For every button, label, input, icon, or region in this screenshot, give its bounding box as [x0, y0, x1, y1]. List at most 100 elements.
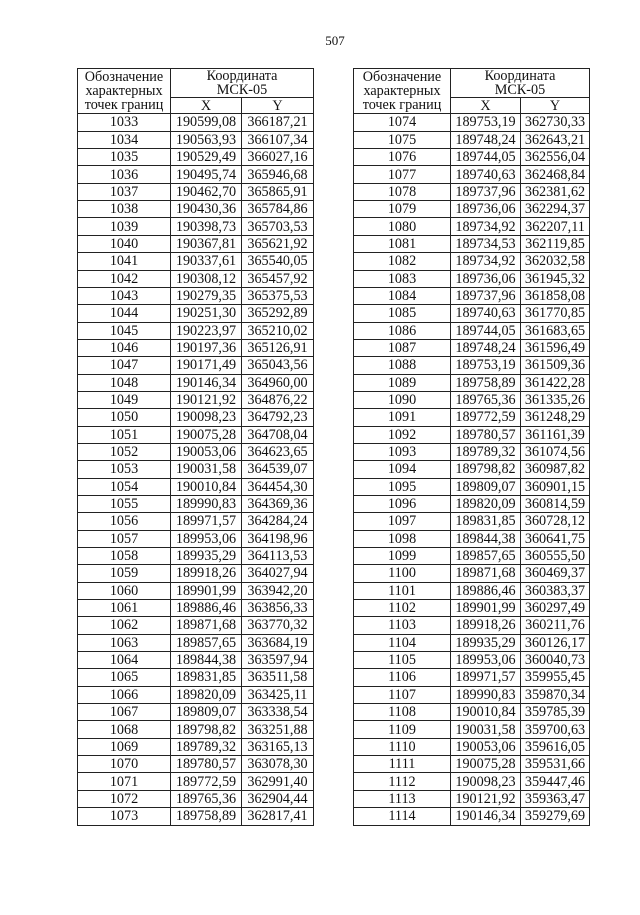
point-id-cell: 1042	[77, 269, 171, 288]
table-row: 1080 189734,92 362207,11	[353, 217, 590, 236]
x-coordinate-cell: 190146,34	[170, 373, 242, 392]
point-id-cell: 1095	[353, 477, 451, 496]
table-row: 1055 189990,83 364369,36	[77, 494, 314, 514]
x-coordinate-cell: 190031,58	[170, 460, 242, 479]
y-coordinate-cell: 365375,53	[241, 286, 314, 306]
y-coordinate-cell: 360297,49	[520, 599, 590, 618]
table-row: 1093 189789,32 361074,56	[353, 442, 590, 462]
table-row: 1062 189871,68 363770,32	[77, 616, 314, 635]
y-coordinate-cell: 361770,85	[520, 304, 590, 323]
point-id-cell: 1094	[353, 460, 451, 479]
point-id-cell: 1054	[77, 477, 171, 496]
table-row: 1085 189740,63 361770,85	[353, 304, 590, 323]
x-coordinate-cell: 189831,85	[170, 668, 242, 687]
table-row: 1088 189753,19 361509,36	[353, 356, 590, 375]
y-coordinate-cell: 365703,53	[241, 217, 314, 236]
y-coordinate-cell: 365540,05	[241, 252, 314, 271]
point-id-cell: 1077	[353, 165, 451, 184]
x-coordinate-cell: 189753,19	[450, 113, 521, 132]
y-coordinate-cell: 365946,68	[241, 165, 314, 184]
y-coordinate-cell: 360126,17	[520, 633, 590, 653]
point-id-cell: 1097	[353, 512, 451, 531]
x-coordinate-cell: 189918,26	[450, 616, 521, 635]
x-coordinate-cell: 189772,59	[170, 772, 242, 791]
point-id-cell: 1102	[353, 599, 451, 618]
x-coordinate-cell: 189748,24	[450, 130, 521, 150]
x-coordinate-cell: 190251,30	[170, 304, 242, 323]
table-row: 1106 189971,57 359955,45	[353, 668, 590, 687]
y-coordinate-cell: 364539,07	[241, 460, 314, 479]
x-coordinate-cell: 190599,08	[170, 113, 242, 132]
coordinates-table-left: Обозначение характерных точек границ Коо…	[77, 67, 314, 826]
table-row: 1092 189780,57 361161,39	[353, 425, 590, 444]
point-id-cell: 1074	[353, 113, 451, 132]
table-row: 1056 189971,57 364284,24	[77, 512, 314, 531]
table-row: 1071 189772,59 362991,40	[77, 772, 314, 791]
table-row: 1049 190121,92 364876,22	[77, 390, 314, 410]
point-id-cell: 1073	[77, 807, 171, 826]
point-id-cell: 1056	[77, 512, 171, 531]
x-coordinate-cell: 189734,53	[450, 234, 521, 254]
point-id-cell: 1099	[353, 546, 451, 566]
table-row: 1076 189744,05 362556,04	[353, 148, 590, 167]
y-coordinate-cell: 362032,58	[520, 252, 590, 271]
point-id-cell: 1040	[77, 234, 171, 254]
y-coordinate-cell: 359616,05	[520, 737, 590, 757]
y-coordinate-cell: 359447,46	[520, 772, 590, 791]
table-row: 1068 189798,82 363251,88	[77, 720, 314, 739]
x-coordinate-cell: 189809,07	[450, 477, 521, 496]
header-line: Координата	[484, 68, 556, 84]
point-id-cell: 1070	[77, 755, 171, 774]
point-id-cell: 1045	[77, 321, 171, 340]
table-row: 1057 189953,06 364198,96	[77, 529, 314, 549]
table-row: 1037 190462,70 365865,91	[77, 182, 314, 202]
point-id-cell: 1089	[353, 373, 451, 392]
table-row: 1083 189736,06 361945,32	[353, 269, 590, 288]
table-row: 1064 189844,38 363597,94	[77, 651, 314, 670]
x-coordinate-cell: 189789,32	[450, 442, 521, 462]
y-coordinate-cell: 359870,34	[520, 685, 590, 705]
table-row: 1104 189935,29 360126,17	[353, 633, 590, 653]
table-row: 1036 190495,74 365946,68	[77, 165, 314, 184]
table-row: 1060 189901,99 363942,20	[77, 581, 314, 601]
point-id-cell: 1093	[353, 442, 451, 462]
table-row: 1099 189857,65 360555,50	[353, 546, 590, 566]
table-row: 1053 190031,58 364539,07	[77, 460, 314, 479]
table-row: 1078 189737,96 362381,62	[353, 182, 590, 202]
y-coordinate-cell: 361248,29	[520, 408, 590, 427]
y-coordinate-cell: 363078,30	[241, 755, 314, 774]
table-row: 1039 190398,73 365703,53	[77, 217, 314, 236]
y-coordinate-cell: 359279,69	[520, 807, 590, 826]
point-id-cell: 1079	[353, 200, 451, 219]
x-coordinate-cell: 190337,61	[170, 252, 242, 271]
x-coordinate-cell: 189780,57	[170, 755, 242, 774]
point-id-cell: 1087	[353, 338, 451, 358]
x-coordinate-cell: 189857,65	[170, 633, 242, 653]
table-row: 1091 189772,59 361248,29	[353, 408, 590, 427]
y-coordinate-cell: 361858,08	[520, 286, 590, 306]
table-row: 1113 190121,92 359363,47	[353, 789, 590, 809]
point-id-cell: 1071	[77, 772, 171, 791]
table-row: 1081 189734,53 362119,85	[353, 234, 590, 254]
table-row: 1040 190367,81 365621,92	[77, 234, 314, 254]
header-line: точек границ	[84, 97, 164, 114]
x-coordinate-cell: 189844,38	[170, 651, 242, 670]
table-row: 1096 189820,09 360814,59	[353, 494, 590, 514]
x-coordinate-cell: 190171,49	[170, 356, 242, 375]
point-id-cell: 1065	[77, 668, 171, 687]
point-id-cell: 1090	[353, 390, 451, 410]
point-id-cell: 1069	[77, 737, 171, 757]
table-row: 1046 190197,36 365126,91	[77, 338, 314, 358]
y-coordinate-cell: 360814,59	[520, 494, 590, 514]
x-coordinate-cell: 190010,84	[170, 477, 242, 496]
x-coordinate-cell: 190098,23	[170, 408, 242, 427]
header-point-designation: Обозначение характерных точек границ	[77, 67, 171, 115]
x-coordinate-cell: 189820,09	[450, 494, 521, 514]
table-row: 1075 189748,24 362643,21	[353, 130, 590, 150]
x-coordinate-cell: 189765,36	[170, 789, 242, 809]
y-coordinate-cell: 362991,40	[241, 772, 314, 791]
table-row: 1105 189953,06 360040,73	[353, 651, 590, 670]
table-row: 1087 189748,24 361596,49	[353, 338, 590, 358]
point-id-cell: 1112	[353, 772, 451, 791]
y-coordinate-cell: 359700,63	[520, 720, 590, 739]
